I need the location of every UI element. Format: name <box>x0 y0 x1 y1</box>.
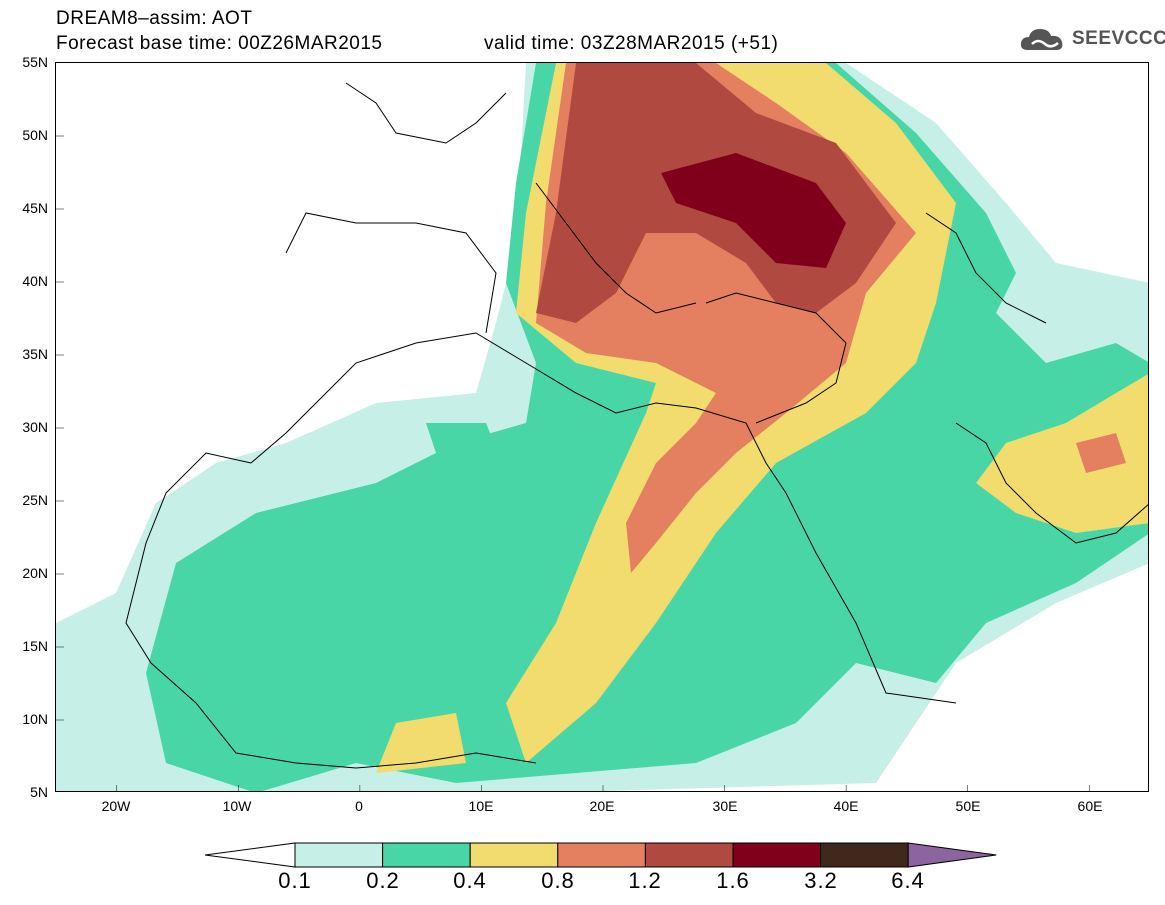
aot-map <box>56 63 1148 791</box>
colorbar <box>205 842 997 868</box>
valid-time: valid time: 03Z28MAR2015 (+51) <box>484 33 779 54</box>
coastlines <box>125 82 1148 769</box>
lon-label: 40E <box>833 798 859 814</box>
colorbar-segment <box>469 842 559 868</box>
forecast-base-time: Forecast base time: 00Z26MAR2015 <box>56 33 383 54</box>
logo-text: SEEVCCC <box>1072 28 1165 49</box>
colorbar-label: 1.6 <box>716 868 750 893</box>
lat-label: 35N <box>22 346 48 362</box>
lat-label: 10N <box>22 711 48 727</box>
lat-label: 50N <box>22 127 48 143</box>
lat-label: 40N <box>22 273 48 289</box>
map-area <box>55 62 1149 792</box>
lat-label: 15N <box>22 638 48 654</box>
colorbar-segment <box>294 842 384 868</box>
colorbar-max-arrow <box>907 842 997 868</box>
colorbar-segment <box>820 842 909 868</box>
colorbar-min-arrow <box>205 842 296 868</box>
colorbar-label: 0.8 <box>541 868 575 893</box>
colorbar-segment <box>382 842 471 868</box>
lat-label: 25N <box>22 492 48 508</box>
lon-label: 50E <box>955 798 981 814</box>
map-title: DREAM8–assim: AOT <box>56 8 253 29</box>
colorbar-label: 0.1 <box>278 868 312 893</box>
lat-label: 45N <box>22 200 48 216</box>
lon-label: 20E <box>589 798 615 814</box>
lon-label: 20W <box>101 798 131 814</box>
lat-label: 5N <box>30 784 48 800</box>
colorbar-segment <box>732 842 822 868</box>
lon-label: 60E <box>1077 798 1103 814</box>
colorbar-segment <box>557 842 646 868</box>
lat-label: 55N <box>22 54 48 70</box>
colorbar-label: 6.4 <box>891 868 925 893</box>
lat-label: 30N <box>22 419 48 435</box>
lon-label: 10E <box>468 798 494 814</box>
aot-level-1.6 <box>661 153 846 268</box>
lat-label: 20N <box>22 565 48 581</box>
colorbar-label: 3.2 <box>804 868 838 893</box>
cloud-logo-icon <box>1020 29 1063 50</box>
colorbar-label: 0.4 <box>453 868 487 893</box>
colorbar-label: 0.2 <box>366 868 400 893</box>
gridlines <box>56 135 1090 791</box>
lon-label: 10W <box>222 798 252 814</box>
seevccc-logo: SEEVCCC <box>1018 24 1165 56</box>
colorbar-segment <box>644 842 734 868</box>
lon-label: 30E <box>712 798 738 814</box>
colorbar-label: 1.2 <box>628 868 662 893</box>
lon-label: 0 <box>355 798 363 814</box>
